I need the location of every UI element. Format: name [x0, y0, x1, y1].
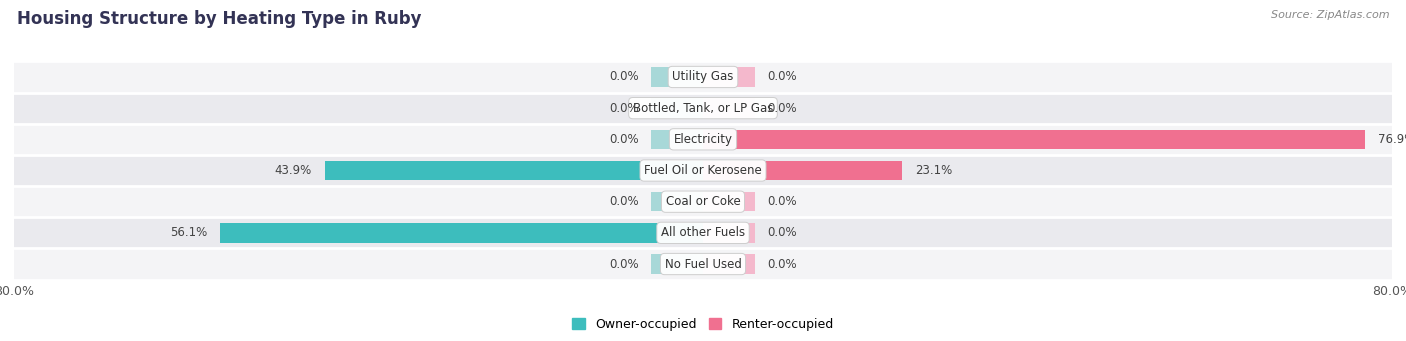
Text: Coal or Coke: Coal or Coke — [665, 195, 741, 208]
Bar — [703, 254, 755, 274]
Text: 0.0%: 0.0% — [609, 257, 638, 270]
Text: Housing Structure by Heating Type in Ruby: Housing Structure by Heating Type in Rub… — [17, 10, 422, 28]
Text: 0.0%: 0.0% — [768, 102, 797, 115]
Text: 0.0%: 0.0% — [768, 71, 797, 84]
Text: Bottled, Tank, or LP Gas: Bottled, Tank, or LP Gas — [633, 102, 773, 115]
Bar — [703, 161, 901, 180]
Bar — [703, 130, 1365, 149]
Text: 0.0%: 0.0% — [768, 195, 797, 208]
Bar — [651, 67, 703, 87]
Text: 0.0%: 0.0% — [768, 257, 797, 270]
Text: 0.0%: 0.0% — [609, 195, 638, 208]
Text: All other Fuels: All other Fuels — [661, 226, 745, 239]
Bar — [703, 67, 755, 87]
Bar — [703, 99, 755, 118]
Bar — [651, 130, 703, 149]
Bar — [14, 249, 1392, 280]
Bar — [651, 192, 703, 211]
Text: 56.1%: 56.1% — [170, 226, 207, 239]
Bar — [14, 92, 1392, 124]
Text: No Fuel Used: No Fuel Used — [665, 257, 741, 270]
Text: 0.0%: 0.0% — [609, 102, 638, 115]
Bar — [651, 99, 703, 118]
Bar — [703, 192, 755, 211]
Bar — [703, 223, 755, 242]
Text: 0.0%: 0.0% — [768, 226, 797, 239]
Bar — [651, 254, 703, 274]
Bar — [14, 186, 1392, 217]
Legend: Owner-occupied, Renter-occupied: Owner-occupied, Renter-occupied — [568, 314, 838, 335]
Text: 23.1%: 23.1% — [915, 164, 952, 177]
Bar — [219, 223, 703, 242]
Text: Electricity: Electricity — [673, 133, 733, 146]
Text: Utility Gas: Utility Gas — [672, 71, 734, 84]
Bar — [14, 61, 1392, 92]
Text: 43.9%: 43.9% — [274, 164, 312, 177]
Text: 0.0%: 0.0% — [609, 133, 638, 146]
Bar — [14, 217, 1392, 249]
Text: 76.9%: 76.9% — [1378, 133, 1406, 146]
Text: Source: ZipAtlas.com: Source: ZipAtlas.com — [1271, 10, 1389, 20]
Bar — [14, 124, 1392, 155]
Text: Fuel Oil or Kerosene: Fuel Oil or Kerosene — [644, 164, 762, 177]
Bar — [14, 155, 1392, 186]
Bar — [325, 161, 703, 180]
Text: 0.0%: 0.0% — [609, 71, 638, 84]
